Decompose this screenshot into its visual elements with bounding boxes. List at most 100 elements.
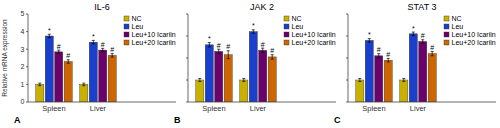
- error-cap: [368, 42, 371, 43]
- error-line: [218, 49, 219, 53]
- significance-mark: #: [57, 43, 61, 50]
- error-cap: [217, 53, 220, 54]
- error-cap: [402, 81, 405, 82]
- error-cap: [38, 85, 41, 86]
- error-cap: [431, 51, 434, 52]
- legend-swatch: [124, 40, 129, 45]
- error-line: [199, 78, 200, 81]
- bar: [375, 56, 383, 102]
- error-cap: [412, 35, 415, 36]
- legend: NCLeuLeu+10 IcariinLeu+20 Icariin: [124, 15, 176, 46]
- error-bar: [421, 40, 424, 44]
- legend-label: Leu+20 Icariin: [452, 39, 496, 46]
- x-axis: [28, 102, 176, 103]
- error-cap: [208, 47, 211, 48]
- x-axis: [188, 102, 336, 103]
- error-bar: [261, 48, 264, 52]
- error-bar: [217, 49, 220, 53]
- legend-label: Leu: [292, 23, 304, 30]
- marks: [356, 32, 437, 102]
- bar: [356, 80, 364, 102]
- x-tick-label: Spleen: [42, 104, 65, 113]
- legend: NCLeuLeu+10 IcariinLeu+20 Icariin: [444, 15, 496, 46]
- error-line: [243, 78, 244, 81]
- error-cap: [271, 59, 274, 60]
- significance-mark: #: [66, 52, 70, 59]
- y-tick: [26, 102, 28, 103]
- y-tick-label: 5: [21, 10, 25, 17]
- error-cap: [198, 78, 201, 79]
- y-tick: [186, 36, 188, 37]
- bar: [249, 32, 257, 102]
- bar: [240, 80, 248, 102]
- x-tick-label: Liver: [250, 104, 267, 113]
- significance-mark: #: [261, 41, 265, 48]
- error-cap: [82, 83, 85, 84]
- error-bar: [208, 43, 211, 47]
- significance-mark: *: [412, 25, 415, 32]
- error-line: [378, 54, 379, 58]
- error-cap: [48, 37, 51, 38]
- error-line: [39, 83, 40, 85]
- y-tick: [186, 102, 188, 103]
- error-line: [83, 83, 84, 85]
- bar: [45, 36, 53, 102]
- legend-label: Leu+20 Icariin: [132, 39, 176, 46]
- x-tick-label: Liver: [90, 104, 107, 113]
- title: IL-6: [94, 2, 110, 12]
- x-axis: [348, 102, 496, 103]
- bar: [428, 54, 436, 102]
- error-cap: [111, 57, 114, 58]
- error-cap: [101, 51, 104, 52]
- error-cap: [402, 78, 405, 79]
- significance-mark: #: [226, 43, 230, 50]
- error-line: [68, 60, 69, 64]
- error-line: [49, 34, 50, 38]
- bar: [36, 84, 44, 102]
- error-line: [262, 48, 263, 52]
- panel: **####SpleenLiverJAK 2BNCLeuLeu+10 Icari…: [174, 2, 336, 125]
- x-tick-label: Spleen: [362, 104, 385, 113]
- error-bar: [271, 55, 274, 59]
- bar: [55, 52, 63, 102]
- error-cap: [377, 58, 380, 59]
- bar: [400, 80, 408, 102]
- y-axis: [28, 14, 29, 102]
- error-line: [432, 51, 433, 55]
- y-tick: [346, 80, 348, 81]
- title: JAK 2: [250, 2, 274, 12]
- significance-mark: #: [421, 32, 425, 39]
- significance-mark: *: [208, 35, 211, 42]
- error-cap: [261, 52, 264, 53]
- significance-mark: #: [377, 46, 381, 53]
- error-cap: [111, 53, 114, 54]
- legend-swatch: [444, 32, 449, 37]
- error-cap: [387, 58, 390, 59]
- error-bar: [92, 40, 95, 44]
- error-bar: [358, 78, 361, 81]
- significance-mark: *: [368, 31, 371, 38]
- error-cap: [38, 83, 41, 84]
- legend-label: Leu+20 Icariin: [292, 39, 336, 46]
- error-bar: [387, 58, 390, 62]
- error-cap: [368, 38, 371, 39]
- error-cap: [377, 53, 380, 54]
- error-bar: [431, 51, 434, 55]
- significance-mark: #: [110, 46, 114, 53]
- error-line: [369, 39, 370, 43]
- significance-mark: *: [252, 22, 255, 29]
- panel-label: A: [14, 115, 21, 125]
- error-cap: [412, 32, 415, 33]
- panel: **####SpleenLiverSTAT 3CNCLeuLeu+10 Icar…: [334, 2, 496, 125]
- error-line: [102, 48, 103, 52]
- legend-swatch: [444, 16, 449, 21]
- legend-swatch: [284, 32, 289, 37]
- bar: [268, 57, 276, 102]
- error-cap: [421, 39, 424, 40]
- error-bar: [198, 78, 201, 81]
- error-cap: [101, 48, 104, 49]
- title: STAT 3: [407, 2, 436, 12]
- bar: [64, 62, 72, 102]
- bar: [365, 40, 373, 102]
- error-cap: [421, 43, 424, 44]
